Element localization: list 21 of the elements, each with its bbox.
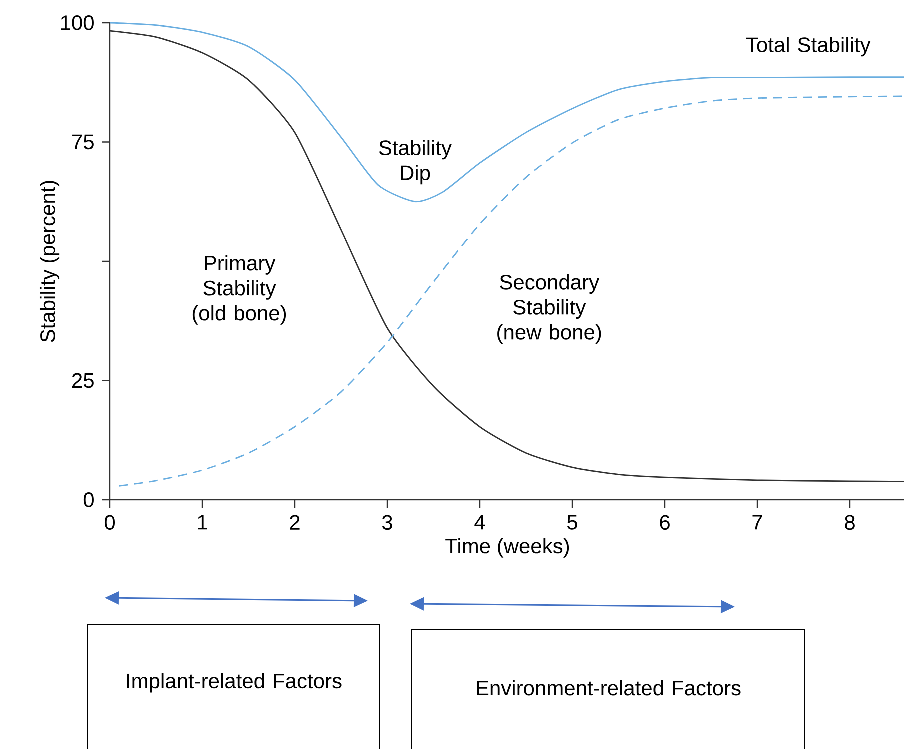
y-tick-label: 25 [72,373,94,388]
x-tick-label: 4 [474,515,486,530]
x-tick-label: 1 [198,515,208,530]
text: Secondary Stability (new bone) [498,274,602,344]
x-tick-label: 2 [290,515,300,530]
x-tick-label: 0 [104,515,116,530]
x-tick-label: 3 [382,515,392,530]
y-axis-title: Stability (percent) [40,181,60,342]
y-tick-label: 0 [84,492,94,508]
y-tick-label: 75 [72,134,94,150]
text: Primary Stability (old bone) [192,255,286,325]
series-label: Total Stability [746,37,871,57]
x-tick-label: 6 [660,515,670,530]
annotation: Stability Dip [379,140,452,185]
text: Environment-related Factors [477,680,741,696]
x-axis-title: Time (weeks) [446,538,570,558]
text: Implant-related Factors [127,673,342,693]
x-tick-label: 5 [568,515,578,530]
y-tick-label: 100 [61,16,94,30]
x-tick-label: 7 [752,515,762,530]
x-tick-label: 8 [845,515,855,530]
